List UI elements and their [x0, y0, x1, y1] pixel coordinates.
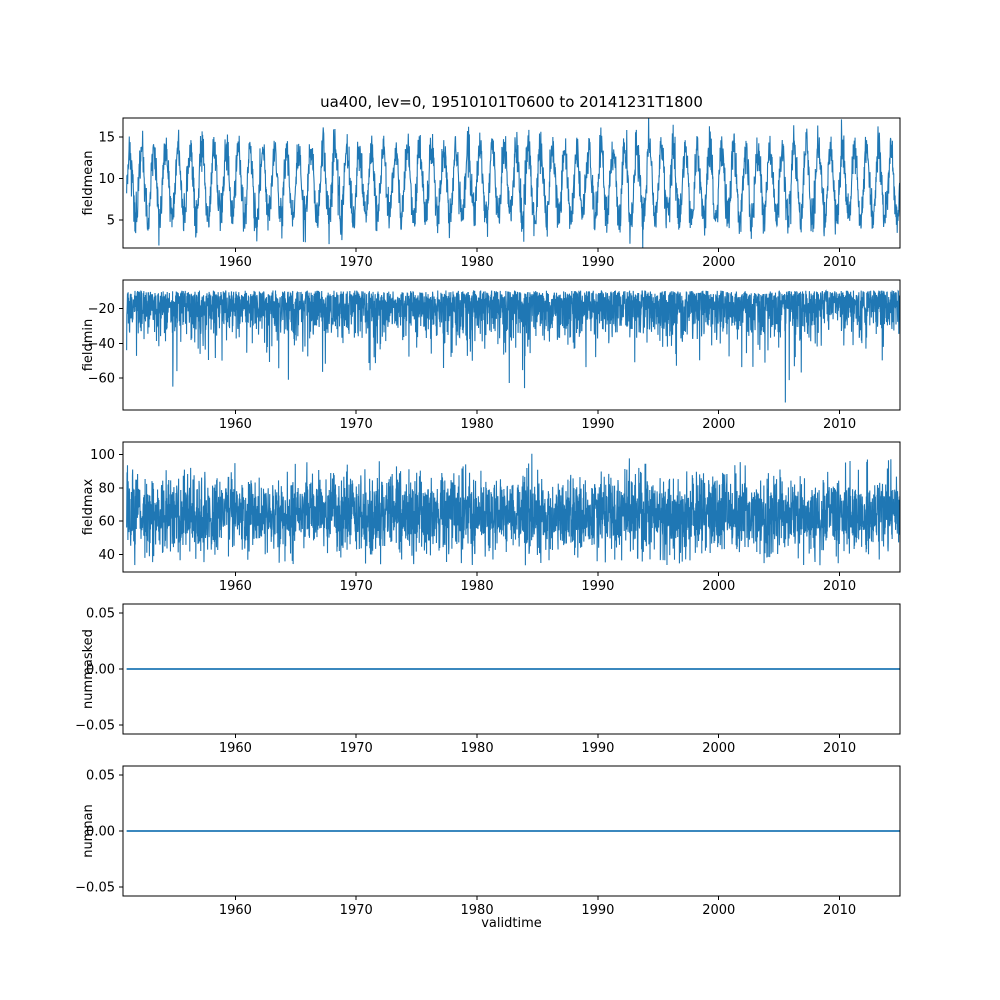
x-axis-label: validtime	[481, 916, 542, 931]
ylabel-fieldmin: fieldmin	[81, 318, 96, 372]
x-tick-label: 1980	[461, 903, 494, 918]
panel-fieldmean: 15 10 5 1960 1970 1980 1990 2000 2010	[98, 117, 901, 270]
x-tick-label: 1980	[461, 417, 494, 432]
x-tick-label: 1960	[219, 255, 252, 270]
ylabel-nummasked: nummasked	[81, 629, 96, 709]
y-tick-label: 0.00	[86, 825, 115, 840]
ylabel-fieldmean: fieldmean	[81, 150, 96, 216]
y-tick-label: 15	[98, 131, 115, 146]
ylabel-fieldmax: fieldmax	[81, 478, 96, 536]
y-tick-label: 40	[98, 548, 115, 563]
y-tick-label: 100	[90, 448, 115, 463]
panel-fieldmax: 100 80 60 40 1960 1970 1980 1990 2000 2010	[90, 441, 901, 594]
x-tick-label: 1990	[581, 255, 614, 270]
chart-title: ua400, lev=0, 19510101T0600 to 20141231T…	[320, 93, 703, 111]
x-tick-label: 1970	[340, 255, 373, 270]
y-tick-label: −40	[88, 337, 115, 352]
x-tick-label: 1960	[219, 741, 252, 756]
y-tick-label: 10	[98, 172, 115, 187]
x-tick-label: 1970	[340, 579, 373, 594]
y-tick-label: −60	[88, 371, 115, 386]
x-tick-label: 2000	[702, 579, 735, 594]
ylabel-numnan: numnan	[81, 804, 96, 858]
y-tick-label: 60	[98, 515, 115, 530]
axes-frame	[122, 117, 901, 249]
x-tick-label: 2010	[823, 579, 856, 594]
y-tick-label: −0.05	[75, 719, 115, 734]
series-line-fieldmax	[126, 453, 900, 566]
x-tick-label: 1980	[461, 255, 494, 270]
x-tick-label: 1990	[581, 579, 614, 594]
y-tick-label: 80	[98, 481, 115, 496]
x-tick-label: 1960	[219, 417, 252, 432]
x-tick-label: 1980	[461, 579, 494, 594]
x-tick-label: 1990	[581, 903, 614, 918]
axes-frame	[122, 279, 901, 411]
y-tick-label: 0.05	[86, 606, 115, 621]
y-tick-label: −0.05	[75, 881, 115, 896]
x-tick-label: 1970	[340, 903, 373, 918]
y-tick-label: 5	[107, 213, 115, 228]
x-tick-label: 2010	[823, 741, 856, 756]
x-tick-label: 1990	[581, 741, 614, 756]
x-tick-label: 2010	[823, 417, 856, 432]
x-tick-label: 2010	[823, 903, 856, 918]
x-tick-label: 2000	[702, 741, 735, 756]
x-tick-label: 2000	[702, 255, 735, 270]
x-tick-label: 2010	[823, 255, 856, 270]
panel-nummasked: 0.05 0.00 −0.05 1960 1970 1980 1990 2000 2010	[75, 603, 901, 756]
x-tick-label: 1990	[581, 417, 614, 432]
x-tick-label: 1960	[219, 579, 252, 594]
series-line-fieldmean	[126, 118, 900, 248]
x-tick-label: 2000	[702, 417, 735, 432]
series-line-fieldmin	[126, 289, 900, 403]
y-tick-label: 0.05	[86, 768, 115, 783]
y-tick-label: −20	[88, 302, 115, 317]
panel-numnan: 0.05 0.00 −0.05 1960 1970 1980 1990 2000 2010	[75, 765, 901, 918]
panel-fieldmin: −20 −40 −60 1960 1970 1980 1990 2000 2010	[88, 279, 901, 432]
x-tick-label: 2000	[702, 903, 735, 918]
y-tick-label: 0.00	[86, 663, 115, 678]
axes-frame	[122, 441, 901, 573]
x-tick-label: 1970	[340, 417, 373, 432]
x-tick-label: 1970	[340, 741, 373, 756]
x-tick-label: 1960	[219, 903, 252, 918]
x-tick-label: 1980	[461, 741, 494, 756]
